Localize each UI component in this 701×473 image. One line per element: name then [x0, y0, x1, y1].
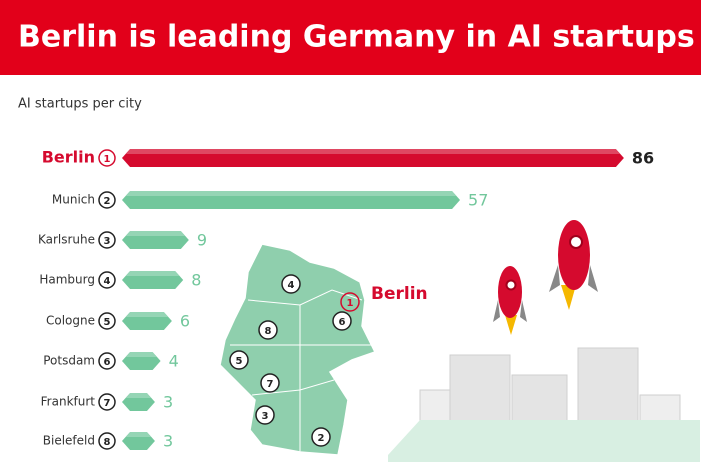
rocket [493, 266, 527, 335]
ground [388, 420, 700, 462]
rocket [549, 220, 598, 310]
header-band [0, 0, 701, 75]
value-label: 86 [632, 149, 654, 168]
category-label: Karlsruhe [38, 233, 95, 247]
bar [122, 231, 189, 249]
bar [122, 432, 155, 450]
bar [122, 149, 624, 167]
map-marker-label: 7 [267, 379, 274, 390]
map-marker [281, 274, 301, 294]
map-marker [332, 311, 352, 331]
bar-facet [126, 352, 157, 357]
bar-facet [126, 271, 180, 276]
map-marker-label: 5 [236, 356, 243, 367]
category-label: Bielefeld [43, 434, 95, 448]
rank-label: 6 [104, 357, 111, 368]
rank-circle [98, 231, 116, 249]
bar-facet [126, 191, 457, 196]
value-label: 6 [180, 312, 190, 331]
rank-circle [98, 393, 116, 411]
rank-label: 4 [104, 276, 111, 287]
bar [122, 352, 161, 370]
value-label: 3 [163, 393, 173, 412]
bar [122, 271, 184, 289]
value-label: 3 [163, 432, 173, 451]
value-label: 57 [468, 191, 488, 210]
rank-circle [98, 352, 116, 370]
map-marker-label: 4 [288, 280, 295, 291]
value-label: 9 [197, 231, 207, 250]
chart-subtitle: AI startups per city [18, 97, 142, 112]
rank-label: 8 [104, 437, 111, 448]
rank-label: 3 [104, 236, 111, 247]
map-marker-label: 8 [265, 326, 272, 337]
map-marker [255, 405, 275, 425]
category-label: Potsdam [43, 354, 95, 368]
rank-label: 1 [104, 154, 111, 165]
category-label: Munich [52, 193, 95, 207]
map-marker-label: 2 [318, 433, 325, 444]
map-marker [340, 292, 360, 312]
bar [122, 393, 155, 411]
category-label: Frankfurt [41, 395, 96, 409]
chart-title: Berlin is leading Germany in AI startups [18, 20, 695, 55]
bar-facet [126, 312, 168, 317]
value-label: 8 [191, 271, 201, 290]
map-germany [219, 243, 377, 456]
rank-label: 2 [104, 196, 111, 207]
map-marker [229, 350, 249, 370]
bar [122, 312, 172, 330]
category-label: Hamburg [39, 273, 95, 287]
bar-facet [126, 231, 185, 236]
rank-circle [98, 149, 116, 167]
map-city-label: Berlin [371, 284, 428, 304]
map-marker-label: 6 [339, 317, 346, 328]
rank-label: 5 [104, 317, 111, 328]
map-borders [230, 289, 372, 452]
rank-circle [98, 312, 116, 330]
category-label: Cologne [46, 314, 95, 328]
rank-circle [98, 432, 116, 450]
rank-circle [98, 271, 116, 289]
map-marker [258, 320, 278, 340]
bar [122, 191, 461, 209]
map-marker [311, 427, 331, 447]
bar-facet [126, 432, 151, 437]
map-marker-label: 3 [262, 411, 269, 422]
map-marker-label: 1 [347, 298, 354, 309]
category-label: Berlin [42, 148, 95, 167]
value-label: 4 [169, 352, 179, 371]
bar-facet [126, 149, 620, 154]
rank-label: 7 [104, 398, 111, 409]
bar-facet [126, 393, 151, 398]
rank-circle [98, 191, 116, 209]
map-marker [260, 373, 280, 393]
